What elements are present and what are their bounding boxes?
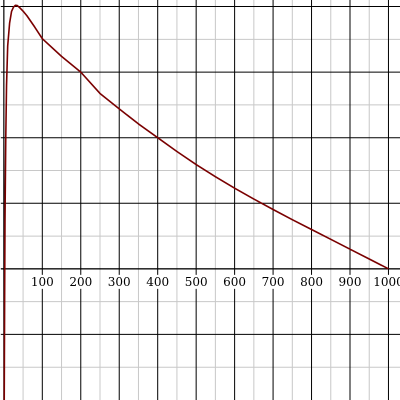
x-tick-label-bg — [30, 274, 55, 289]
y-tick-label-bg — [0, 0, 1, 14]
y-tick-label: 0 — [0, 262, 1, 276]
x-tick-label: 800 — [300, 275, 323, 289]
x-tick-label: 500 — [185, 275, 208, 289]
x-tick-label: 200 — [69, 275, 92, 289]
x-tick-label-bg — [373, 274, 400, 289]
y-tick-label: 60 — [0, 65, 1, 79]
x-tick-label: 300 — [108, 275, 131, 289]
x-tick-label-bg — [222, 274, 247, 289]
y-tick-label-bg — [0, 327, 1, 342]
x-tick-label: 600 — [223, 275, 246, 289]
x-tick-label: 100 — [31, 275, 54, 289]
x-tick-label-bg — [299, 274, 324, 289]
y-tick-label-bg — [0, 65, 1, 80]
x-tick-label-bg — [68, 274, 93, 289]
series-layer — [3, 4, 389, 400]
y-tick-label-bg — [0, 130, 1, 145]
x-tick-label-bg — [145, 274, 170, 289]
x-tick-label-bg — [338, 274, 362, 289]
x-tick-label-bg — [107, 274, 132, 289]
y-tick-label: 40 — [0, 131, 1, 145]
x-tick-labels: 100 200 300 400 500 600 700 800 900 1000 — [30, 274, 400, 289]
y-tick-label: 80 — [0, 0, 1, 14]
x-tick-label: 900 — [339, 275, 362, 289]
y-tick-label: 20 — [0, 196, 1, 210]
x-tick-label: 1000 — [373, 275, 400, 289]
y-tick-label-bg — [0, 196, 1, 211]
y-tick-label: -20 — [0, 327, 1, 341]
series-line — [3, 4, 389, 400]
x-tick-label-bg — [261, 274, 285, 289]
y-tick-label-bg — [0, 261, 1, 276]
x-tick-label: 700 — [262, 275, 285, 289]
x-tick-label-bg — [184, 274, 208, 289]
y-tick-labels: -20 0 20 40 60 80 — [0, 0, 1, 342]
x-tick-label: 400 — [146, 275, 169, 289]
